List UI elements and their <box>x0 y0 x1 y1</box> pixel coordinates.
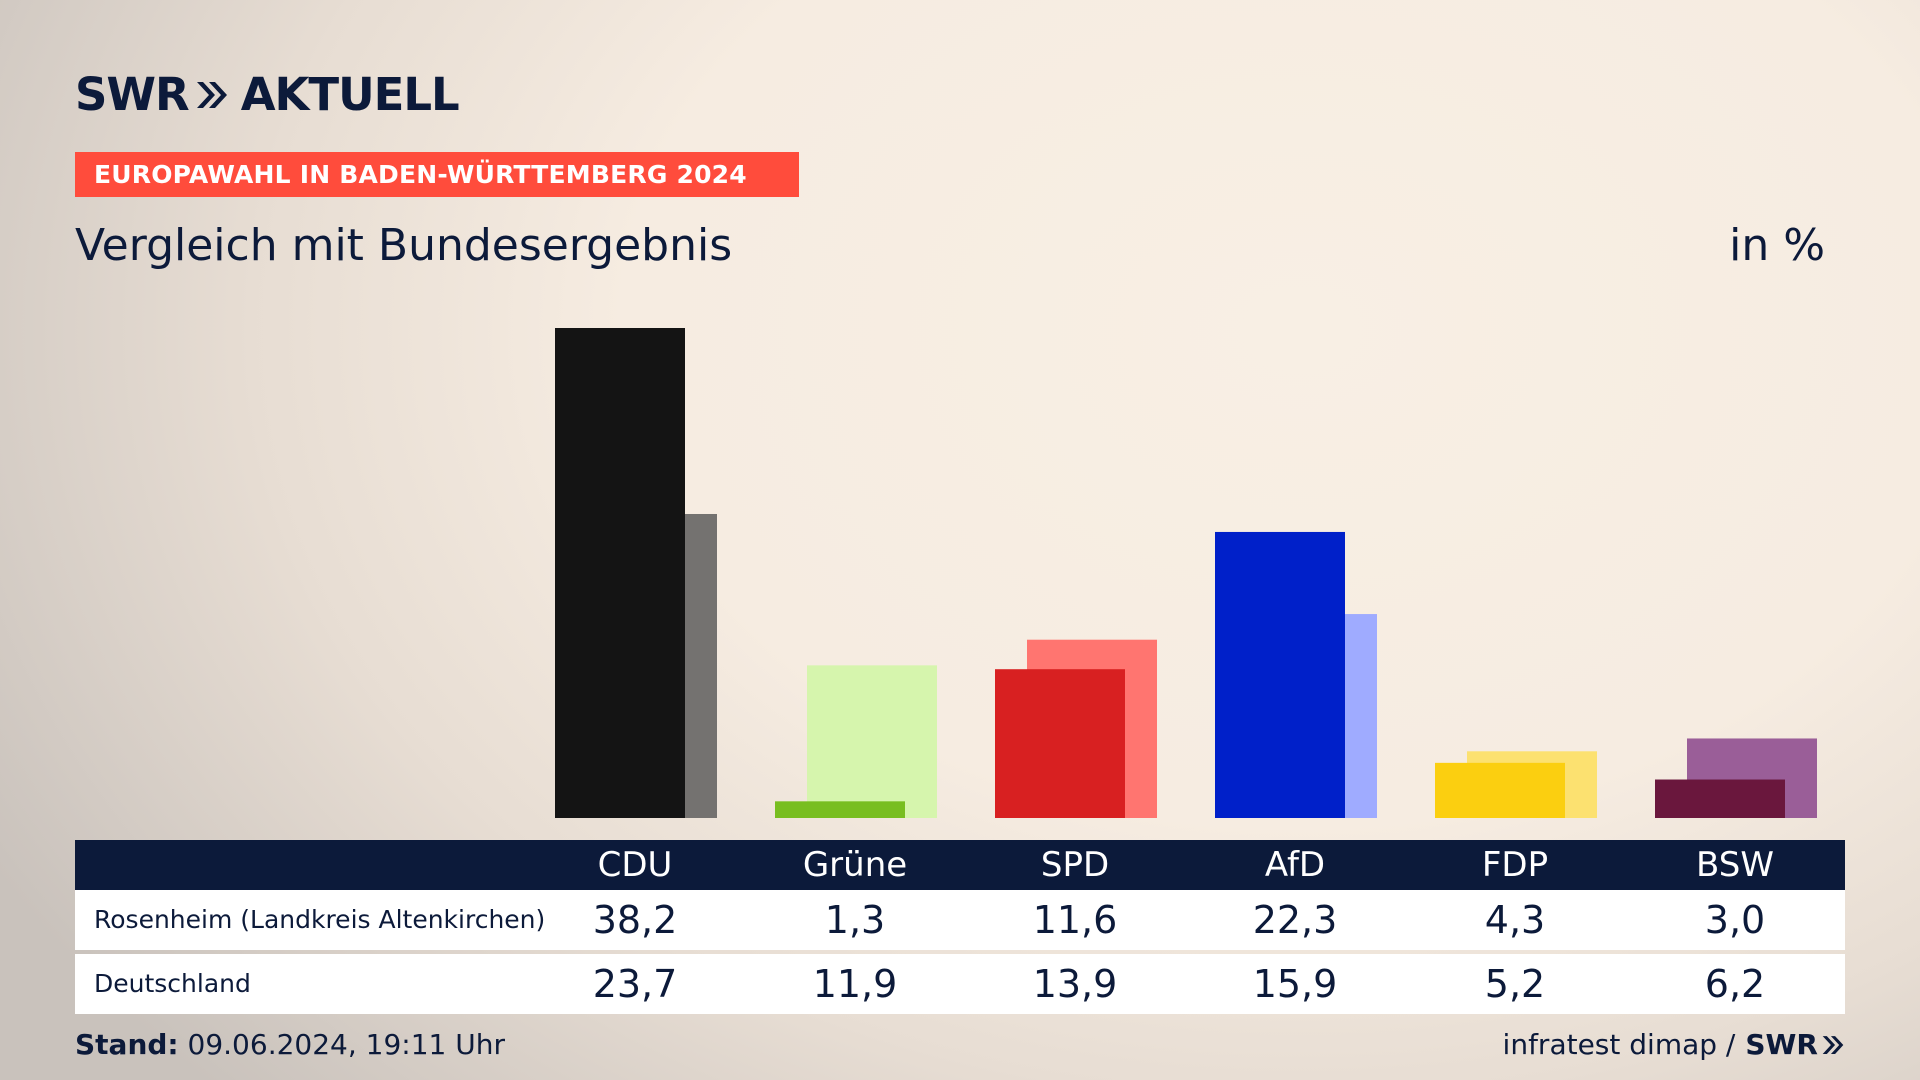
results-table: CDU Grüne SPD AfD FDP BSW Rosenheim (Landkrei… <box>75 840 1845 1014</box>
column-header-grüne: Grüne <box>802 845 908 885</box>
column-header-fdp: FDP <box>1481 845 1549 885</box>
column-header-cdu: CDU <box>597 845 673 885</box>
source-brand: SWR <box>1745 1028 1845 1061</box>
logo-aktuell-text: AKTUELL <box>240 68 460 121</box>
column-header-bsw: BSW <box>1696 845 1774 885</box>
value-cell-spd: 13,9 <box>1032 962 1118 1006</box>
value-cell-afd: 22,3 <box>1252 898 1338 942</box>
bar-spd-rosenheim <box>995 669 1125 818</box>
source-text: infratest dimap / <box>1502 1028 1736 1061</box>
value-cell-fdp: 4,3 <box>1484 898 1546 942</box>
value-cell-afd: 15,9 <box>1252 962 1338 1006</box>
double-chevron-icon <box>1822 1035 1844 1054</box>
stand-value: 09.06.2024, 19:11 Uhr <box>187 1028 505 1061</box>
bar-chart <box>555 328 1817 818</box>
bar-afd-rosenheim <box>1215 531 1345 818</box>
bar-bsw-rosenheim <box>1655 779 1785 818</box>
table-row: Deutschland 23,7 11,9 13,9 15,9 5,2 6,2 <box>75 954 1845 1014</box>
value-cell-cdu: 23,7 <box>592 962 678 1006</box>
source-credit: infratest dimap / SWR <box>1503 1028 1845 1061</box>
table-header: CDU Grüne SPD AfD FDP BSW <box>75 840 1845 890</box>
value-cell-fdp: 5,2 <box>1484 962 1546 1006</box>
election-banner: EUROPAWAHL IN BADEN-WÜRTTEMBERG 2024 <box>75 152 799 197</box>
bar-grüne-deutschland <box>807 665 937 818</box>
value-cell-bsw: 3,0 <box>1704 898 1766 942</box>
swr-aktuell-logo: SWR AKTUELL <box>75 68 460 121</box>
column-header-spd: SPD <box>1040 845 1110 885</box>
bar-grüne-rosenheim <box>775 801 905 818</box>
unit-label: in % <box>1729 220 1825 271</box>
value-cell-spd: 11,6 <box>1032 898 1118 942</box>
logo-swr-text: SWR <box>75 68 190 121</box>
column-header-afd: AfD <box>1264 845 1326 885</box>
bar-fdp-rosenheim <box>1435 762 1565 818</box>
stand-label: Stand: <box>75 1028 179 1061</box>
timestamp: Stand: 09.06.2024, 19:11 Uhr <box>75 1028 505 1061</box>
bar-cdu-rosenheim <box>555 328 685 818</box>
table-row: Rosenheim (Landkreis Altenkirchen) 38,2 1… <box>75 890 1845 950</box>
chart-subtitle: Vergleich mit Bundesergebnis <box>75 220 733 271</box>
value-cell-cdu: 38,2 <box>592 898 678 942</box>
row-label: Deutschland <box>94 969 251 998</box>
value-cell-grüne: 11,9 <box>812 962 898 1006</box>
value-cell-grüne: 1,3 <box>824 898 886 942</box>
row-label: Rosenheim (Landkreis Altenkirchen) <box>94 905 546 934</box>
value-cell-bsw: 6,2 <box>1704 962 1766 1006</box>
brand-text: SWR <box>1745 1028 1818 1061</box>
double-chevron-icon <box>195 79 229 111</box>
